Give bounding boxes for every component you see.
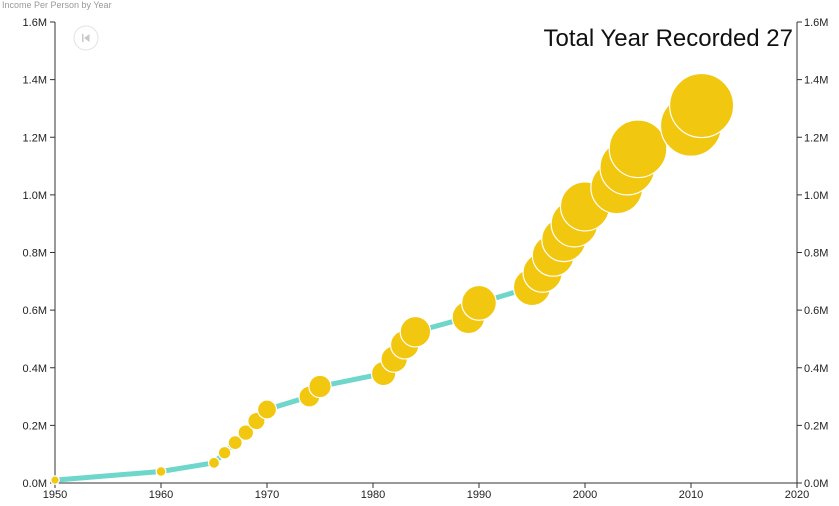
y-tick-label-right: 1.0M (804, 190, 828, 202)
y-tick-label-left: 0.0M (23, 478, 47, 490)
x-tick-label: 1960 (149, 489, 173, 501)
y-tick-label-left: 0.8M (23, 248, 47, 260)
x-tick-label: 2020 (785, 489, 809, 501)
x-tick-label: 1990 (467, 489, 491, 501)
y-axis-right: 0.0M 0.2M 0.4M 0.6M 0.8M 1.0M 1.2M 1.4M 1.6M (796, 17, 828, 490)
y-tick-label-left: 0.2M (23, 420, 47, 432)
y-tick-label-right: 1.4M (804, 75, 828, 87)
chart-title: Income Per Person by Year (2, 0, 112, 10)
bubble-layer (50, 72, 735, 485)
y-tick-label-left: 1.0M (23, 190, 47, 202)
data-bubble[interactable] (256, 399, 278, 420)
rewind-button[interactable] (73, 25, 99, 51)
y-tick-label-right: 1.2M (804, 132, 828, 144)
data-bubble[interactable] (207, 456, 221, 469)
y-tick-label-left: 1.4M (23, 75, 47, 87)
y-tick-label-left: 1.6M (23, 17, 47, 29)
data-bubble[interactable] (608, 119, 668, 179)
skip-back-icon (82, 34, 90, 42)
y-tick-label-right: 0.0M (804, 478, 828, 490)
x-tick-label: 2010 (679, 489, 703, 501)
data-bubble[interactable] (668, 72, 735, 139)
data-bubble[interactable] (237, 424, 255, 441)
data-bubble[interactable] (155, 466, 167, 477)
y-tick-label-right: 0.2M (804, 420, 828, 432)
y-tick-label-right: 1.6M (804, 17, 828, 29)
x-tick-label: 1980 (361, 489, 385, 501)
data-bubble[interactable] (217, 445, 232, 460)
y-tick-label-right: 0.8M (804, 248, 828, 260)
y-tick-label-right: 0.4M (804, 363, 828, 375)
x-tick-label: 1950 (43, 489, 67, 501)
y-axis-left: 0.0M 0.2M 0.4M 0.6M 0.8M 1.0M 1.2M 1.4M 1.6M (23, 17, 56, 490)
y-tick-label-left: 0.6M (23, 305, 47, 317)
data-bubble[interactable] (308, 374, 332, 399)
x-tick-label: 2000 (573, 489, 597, 501)
x-tick-label: 1970 (255, 489, 279, 501)
data-bubble[interactable] (461, 284, 497, 321)
x-axis: 1950 1960 1970 1980 1990 2000 2010 2020 (43, 482, 809, 501)
y-tick-label-right: 0.6M (804, 305, 828, 317)
data-bubble[interactable] (50, 475, 60, 485)
y-tick-label-left: 0.4M (23, 363, 47, 375)
data-bubble[interactable] (227, 435, 243, 451)
y-tick-label-left: 1.2M (23, 132, 47, 144)
data-bubble[interactable] (399, 315, 432, 348)
total-year-label: Total Year Recorded 27 (543, 25, 793, 52)
